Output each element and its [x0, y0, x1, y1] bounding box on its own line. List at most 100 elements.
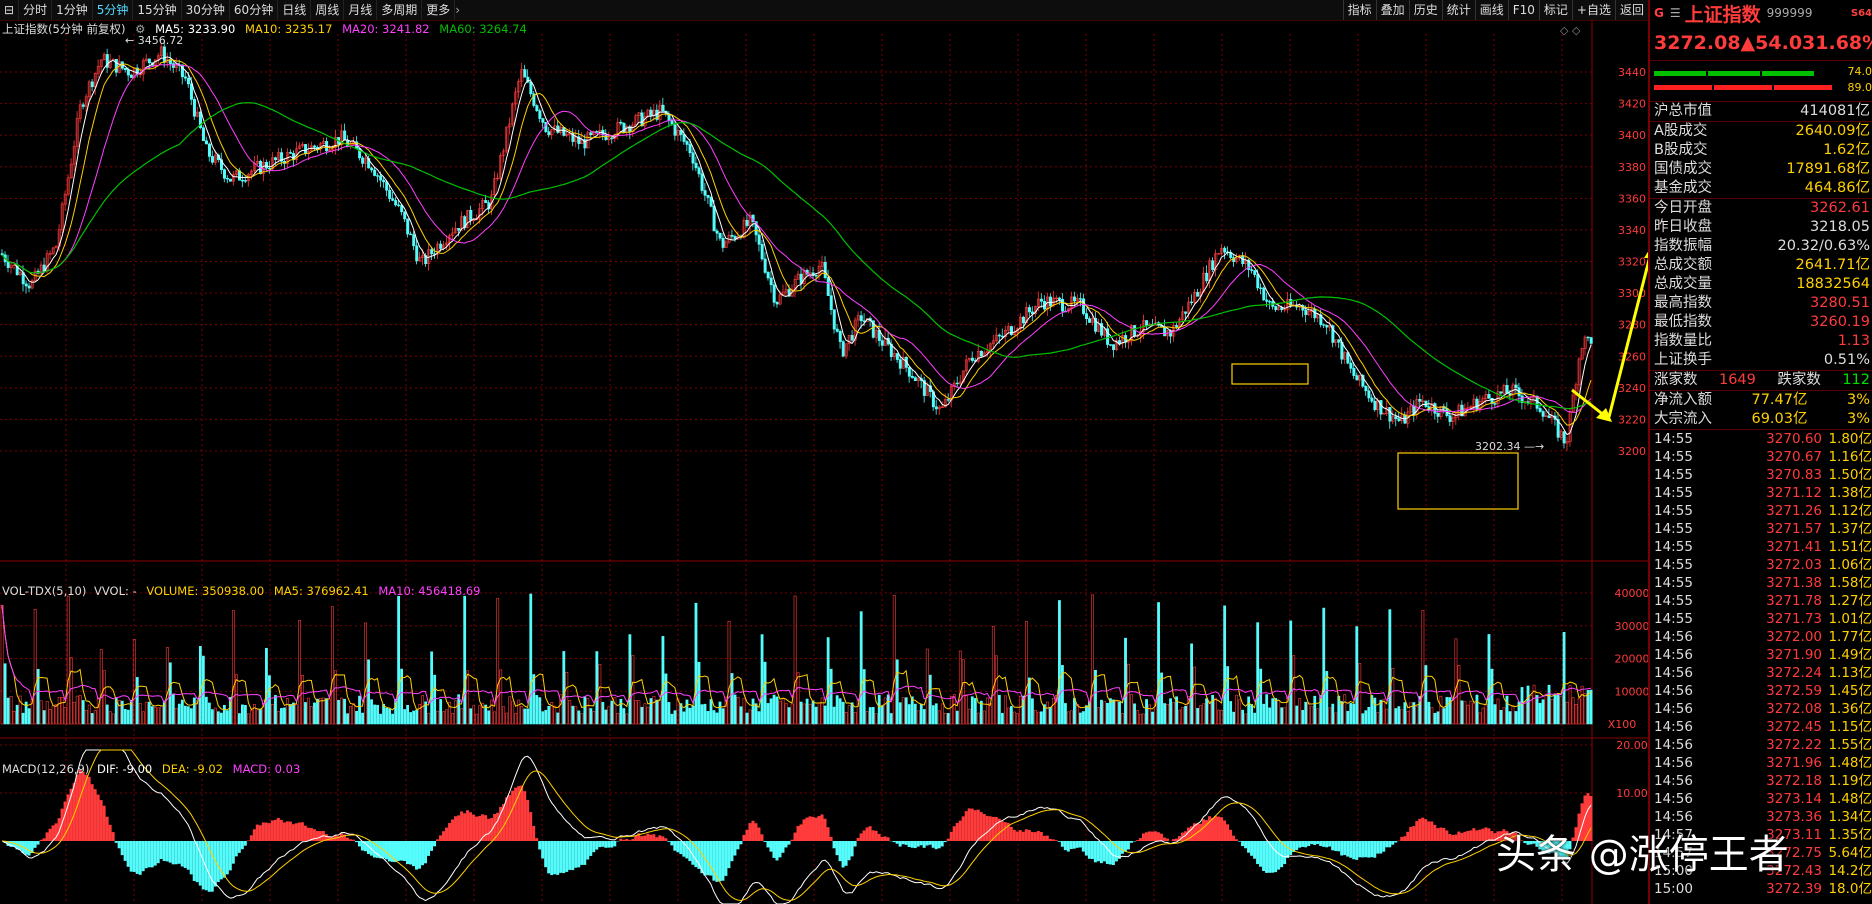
volume-bar [1334, 712, 1338, 725]
updown-row: 涨家数 1649 跌家数 112 [1650, 371, 1872, 390]
period-tab[interactable]: 多周期 [377, 0, 423, 20]
candle-body [1169, 330, 1173, 337]
volume-bar [331, 606, 334, 725]
chevron-right-icon[interactable]: › [455, 3, 461, 17]
strength-bars: 74.0 89.0 [1650, 61, 1872, 102]
tick-row[interactable]: 14:56 3272.22 1.55亿 [1650, 736, 1872, 754]
stat-value: 3218.05 [1810, 219, 1870, 235]
settings-icon[interactable]: ⚙ [135, 22, 146, 36]
tick-volume: 1.45亿 [1828, 683, 1872, 699]
tick-row[interactable]: 14:56 3272.45 1.15亿 [1650, 718, 1872, 736]
tool-button[interactable]: F10 [1507, 0, 1539, 20]
tick-row[interactable]: 14:56 3273.14 1.48亿 [1650, 790, 1872, 808]
volume-bar [754, 703, 758, 725]
volume-bar [1136, 710, 1139, 725]
tool-button[interactable]: 标记 [1538, 0, 1572, 20]
volume-bar [1499, 709, 1503, 725]
chart-area[interactable]: 3440342034003380336033403320330032803260… [0, 20, 1648, 904]
tool-button[interactable]: 画线 [1474, 0, 1508, 20]
candle-body [1106, 328, 1110, 345]
tool-button[interactable]: 返回 [1614, 0, 1648, 20]
volume-bar [649, 698, 653, 725]
layout-icon[interactable]: ⊟ [0, 0, 20, 20]
candle-body [114, 58, 118, 73]
volume-bar [448, 701, 452, 725]
tool-button[interactable]: 历史 [1408, 0, 1442, 20]
tick-row[interactable]: 14:55 3271.26 1.12亿 [1650, 502, 1872, 520]
tick-row[interactable]: 14:55 3271.73 1.01亿 [1650, 610, 1872, 628]
candle-body [901, 357, 905, 369]
tick-time: 14:55 [1654, 593, 1693, 609]
tick-row[interactable]: 14:56 3272.24 1.13亿 [1650, 664, 1872, 682]
stat-value: 17891.68亿 [1786, 161, 1870, 177]
candle-body [96, 66, 100, 74]
tick-row[interactable]: 14:55 3270.60 1.80亿 [1650, 430, 1872, 448]
menu-icon[interactable]: ☰ [1669, 6, 1681, 20]
candle-body [964, 359, 968, 372]
dif-line [1, 749, 1592, 904]
tick-row[interactable]: 14:56 3272.59 1.45亿 [1650, 682, 1872, 700]
volume-bar [601, 702, 605, 725]
tool-button[interactable]: 统计 [1441, 0, 1475, 20]
candle-body [1490, 397, 1494, 404]
tick-row[interactable]: 14:56 3272.18 1.19亿 [1650, 772, 1872, 790]
volume-bar [787, 707, 791, 725]
tick-row[interactable]: 14:56 3272.08 1.36亿 [1650, 700, 1872, 718]
volume-bar [898, 702, 902, 725]
period-tab[interactable]: 15分钟 [133, 0, 182, 20]
tick-row[interactable]: 14:57 3273.11 1.35亿 [1650, 826, 1872, 844]
tick-row[interactable]: 14:55 3271.38 1.58亿 [1650, 574, 1872, 592]
period-tab[interactable]: 60分钟 [230, 0, 279, 20]
candle-body [192, 99, 196, 117]
tick-row[interactable]: 14:55 3271.12 1.38亿 [1650, 484, 1872, 502]
price-tick-label: 3380 [1618, 161, 1646, 174]
stat-value: 2640.09亿 [1795, 123, 1870, 139]
tool-button[interactable]: 叠加 [1375, 0, 1409, 20]
tick-list[interactable]: 14:55 3270.60 1.80亿 14:55 3270.67 1.16亿 14:55 3… [1650, 430, 1872, 898]
period-tab[interactable]: 1分钟 [52, 0, 93, 20]
tick-row[interactable]: 14:55 3271.41 1.51亿 [1650, 538, 1872, 556]
tick-row[interactable]: 14:55 3271.57 1.37亿 [1650, 520, 1872, 538]
vol-unit-label: X100 [1608, 718, 1637, 731]
period-tab[interactable]: 月线 [344, 0, 378, 20]
tool-button[interactable]: 指标 [1342, 0, 1376, 20]
tick-row[interactable]: 14:56 3271.90 1.49亿 [1650, 646, 1872, 664]
candle-body [1115, 340, 1119, 350]
volume-bar [274, 695, 277, 725]
volume-bar [1439, 695, 1443, 725]
period-tab[interactable]: 日线 [278, 0, 312, 20]
tick-row[interactable]: 15:00 3272.39 18.0亿 [1650, 880, 1872, 898]
volume-bar [817, 702, 821, 725]
volume-bar [1202, 703, 1206, 725]
tool-button[interactable]: +自选 [1571, 0, 1615, 20]
tick-row[interactable]: 14:56 3273.36 1.34亿 [1650, 808, 1872, 826]
tick-row[interactable]: 14:55 3272.03 1.06亿 [1650, 556, 1872, 574]
period-tab[interactable]: 分时 [19, 0, 53, 20]
tick-row[interactable]: 14:56 3272.00 1.77亿 [1650, 628, 1872, 646]
tick-row[interactable]: 14:56 3271.96 1.48亿 [1650, 754, 1872, 772]
period-tab[interactable]: 周线 [311, 0, 345, 20]
tick-row[interactable]: 14:57 3272.75 5.64亿 [1650, 844, 1872, 862]
price-tick-label: 3400 [1618, 129, 1646, 142]
volume-bar [1130, 694, 1133, 725]
tick-row[interactable]: 15:00 3272.43 14.2亿 [1650, 862, 1872, 880]
period-tab[interactable]: 5分钟 [93, 0, 134, 20]
tick-row[interactable]: 14:55 3270.83 1.50亿 [1650, 466, 1872, 484]
volume-bar [328, 698, 331, 725]
candle-body [322, 141, 326, 145]
tick-row[interactable]: 14:55 3270.67 1.16亿 [1650, 448, 1872, 466]
period-tab[interactable]: 30分钟 [182, 0, 230, 20]
volume-bar [159, 705, 163, 725]
tick-price: 3271.57 [1766, 521, 1822, 537]
tick-volume: 1.27亿 [1828, 593, 1872, 609]
period-tab[interactable]: 更多 [422, 0, 456, 20]
kline-chart-svg[interactable]: 3440342034003380336033403320330032803260… [0, 20, 1648, 904]
volume-bar [1565, 701, 1569, 725]
volume-bar [1541, 699, 1545, 725]
stat-label: A股成交 [1654, 123, 1708, 139]
volume-bar [1091, 594, 1094, 725]
candle-body [1283, 308, 1287, 311]
tick-row[interactable]: 14:55 3271.78 1.27亿 [1650, 592, 1872, 610]
candle-body [1006, 326, 1010, 331]
